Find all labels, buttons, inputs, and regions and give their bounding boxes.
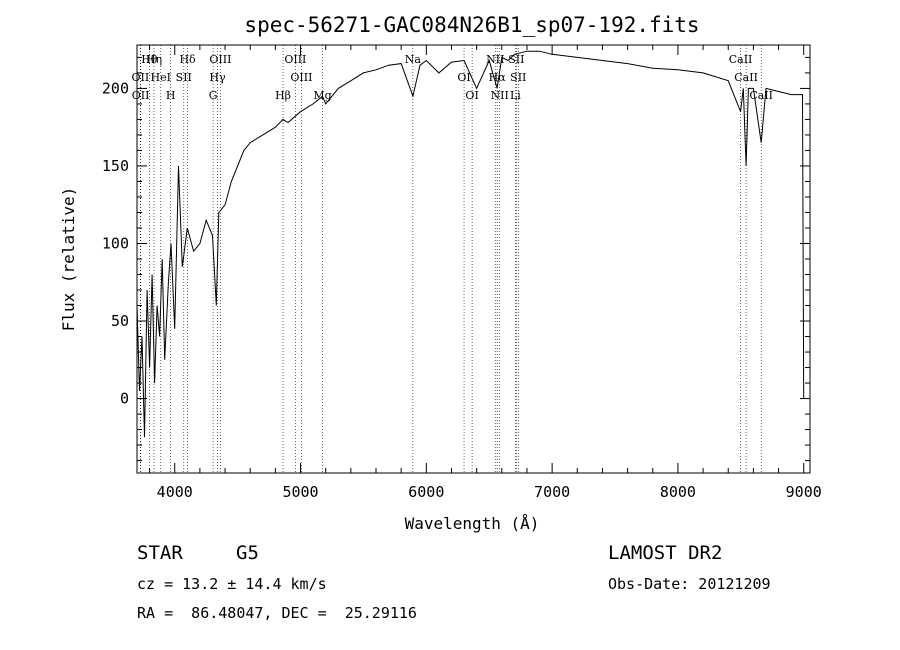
- x-tick-label: 5000: [282, 483, 318, 501]
- x-axis: 4000 5000 6000 7000 8000 9000: [149, 45, 822, 501]
- spectral-line-label: OII: [132, 71, 150, 84]
- plot-frame: [136, 44, 811, 474]
- spectral-line-label: G: [209, 89, 218, 102]
- y-tick-label: 50: [111, 312, 129, 330]
- spectral-line-label: CaII: [729, 53, 753, 66]
- spectral-line-label: CaII: [749, 89, 773, 102]
- survey-name: LAMOST DR2: [608, 542, 723, 564]
- spectral-line-label: SII: [176, 71, 192, 84]
- spectral-line-label: NII: [491, 89, 509, 102]
- y-tick-label: 100: [102, 234, 129, 252]
- y-tick-label: 150: [102, 157, 129, 175]
- object-subclass: G5: [236, 542, 259, 564]
- spectral-line-label: Na: [405, 53, 422, 66]
- spectral-line-label: OI: [457, 71, 470, 84]
- spectral-line-label: OII: [132, 89, 150, 102]
- x-tick-label: 7000: [534, 483, 570, 501]
- spectral-line-label: Hδ: [179, 53, 196, 66]
- spectral-line-label: CaII: [734, 71, 758, 84]
- x-tick-label: 8000: [660, 483, 696, 501]
- spectral-line-label: OI: [465, 89, 478, 102]
- redshift-value: cz = 13.2 ± 14.4 km/s: [137, 575, 327, 593]
- spectral-line-label: SII: [508, 53, 524, 66]
- y-tick-label: 200: [102, 79, 129, 97]
- spectral-line-label: OIII: [209, 53, 231, 66]
- chart-title: spec-56271-GAC084N26B1_sp07-192.fits: [244, 13, 699, 37]
- y-tick-label: 0: [120, 390, 129, 408]
- spectral-line-label: HeI: [151, 71, 171, 84]
- spectral-line-label: OIII: [290, 71, 312, 84]
- x-tick-label: 4000: [157, 483, 193, 501]
- x-tick-label: 6000: [408, 483, 444, 501]
- object-class: STAR: [137, 542, 183, 564]
- y-axis: 0 50 100 150 200: [102, 56, 810, 462]
- y-axis-label: Flux (relative): [59, 187, 78, 332]
- spectral-line-label: Hγ: [209, 71, 226, 84]
- spectral-line-label: Hα: [489, 71, 507, 84]
- ra-dec-coordinates: RA = 86.48047, DEC = 25.29116: [137, 604, 417, 622]
- spectral-line-label: Hθ: [141, 53, 158, 66]
- spectral-line-markers: HθOIIOIIHηHeIHHδSIIGOIIIHγHβOIIIOIIIMgNa…: [132, 45, 773, 473]
- observation-date: Obs-Date: 20121209: [608, 575, 771, 593]
- spectral-line-label: Mg: [313, 89, 331, 102]
- x-tick-label: 9000: [786, 483, 822, 501]
- spectral-line-label: Hη: [146, 53, 162, 66]
- spectrum-series-line: [136, 50, 805, 438]
- x-axis-label: Wavelength (Å): [405, 514, 540, 533]
- spectral-line-label: SII: [510, 71, 526, 84]
- spectral-line-label: NII: [486, 53, 504, 66]
- spectral-line-label: Hβ: [275, 89, 291, 102]
- spectral-line-label: Li: [510, 89, 521, 102]
- spectral-line-label: H: [166, 89, 176, 102]
- spectral-line-label: OIII: [284, 53, 306, 66]
